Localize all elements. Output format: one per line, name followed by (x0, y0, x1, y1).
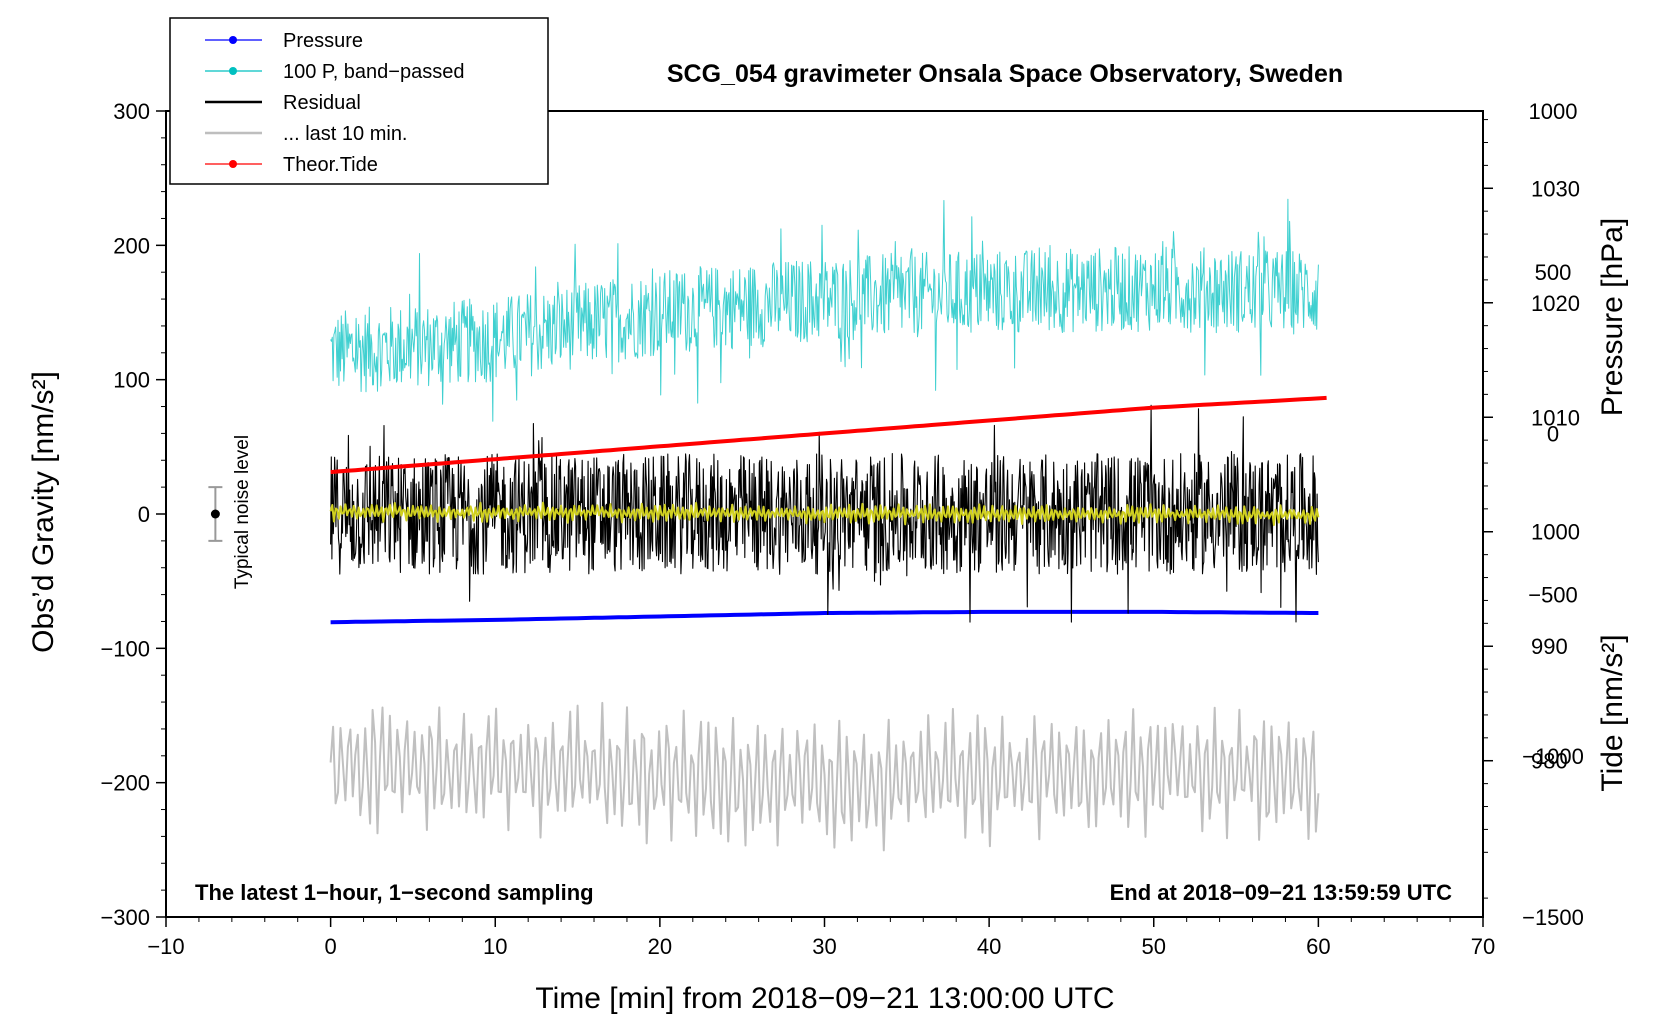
pressure-tick-label: 1010 (1531, 405, 1580, 430)
legend-marker (229, 67, 237, 75)
y-tick-label: −200 (100, 771, 150, 796)
legend-entries: Pressure 100 P, band−passed Residual ... la… (205, 30, 464, 176)
pressure-tick-label: 990 (1531, 634, 1568, 659)
legend-label: Pressure (283, 30, 363, 52)
y-axis-title-tide: Tide [nm/s²] (1596, 634, 1629, 791)
series-line (329, 701, 1320, 852)
y-tick-label: −100 (100, 636, 150, 661)
pressure-tick-label: 980 (1531, 749, 1568, 774)
tide-tick-label: 1000 (1529, 99, 1578, 124)
series-layer (329, 198, 1327, 852)
legend-label: 100 P, band−passed (283, 61, 464, 83)
y-axis-title-left: Obs’d Gravity [nm/s²] (27, 371, 60, 653)
legend-label: ... last 10 min. (283, 123, 408, 145)
x-tick-label: 20 (648, 934, 672, 959)
pressure-tick-label: 1030 (1531, 176, 1580, 201)
x-tick-label: 60 (1306, 934, 1330, 959)
x-tick-label: 10 (483, 934, 507, 959)
x-tick-label: 70 (1471, 934, 1495, 959)
annotation-sampling: The latest 1−hour, 1−second sampling (195, 880, 594, 905)
series-line (330, 404, 1319, 623)
y-tick-label: 300 (113, 99, 150, 124)
noise-bar (208, 486, 223, 542)
axes-layer: −10 0 10 20 30 40 50 60 70−300−200−1000100200300… (100, 99, 1583, 959)
tide-tick-label: −1500 (1522, 905, 1584, 930)
y-tick-label: −300 (100, 905, 150, 930)
chart-title: SCG_054 gravimeter Onsala Space Observat… (667, 60, 1343, 88)
tide-tick-label: −1000 (1522, 744, 1584, 769)
series-line (329, 501, 1320, 526)
x-tick-label: 30 (812, 934, 836, 959)
tide-tick-label: 500 (1535, 260, 1572, 285)
noise-label: Typical noise level (232, 435, 253, 589)
y-tick-label: 0 (138, 502, 150, 527)
x-tick-label: 40 (977, 934, 1001, 959)
legend-label: Residual (283, 92, 361, 114)
y-tick-label: 100 (113, 368, 150, 393)
y-tick-label: 200 (113, 233, 150, 258)
y-axis-title-pressure: Pressure [hPa] (1596, 218, 1629, 416)
pressure-tick-label: 1000 (1531, 520, 1580, 545)
pressure-tick-label: 1020 (1531, 291, 1580, 316)
x-tick-label: 50 (1142, 934, 1166, 959)
series-line (330, 198, 1319, 422)
legend: Pressure 100 P, band−passed Residual ... la… (169, 17, 549, 185)
tide-tick-label: −500 (1528, 583, 1578, 608)
x-axis-title: Time [min] from 2018−09−21 13:00:00 UTC (535, 982, 1114, 1015)
tide-tick-label: 0 (1547, 421, 1559, 446)
noise-bar-dot (210, 509, 220, 519)
legend-label: Theor.Tide (283, 154, 378, 176)
annotation-end-time: End at 2018−09−21 13:59:59 UTC (1110, 880, 1453, 905)
series-line (330, 395, 1327, 475)
x-tick-label: 0 (325, 934, 337, 959)
x-tick-label: −10 (147, 934, 184, 959)
legend-marker (229, 36, 237, 44)
legend-marker (229, 160, 237, 168)
series-line (330, 609, 1319, 625)
